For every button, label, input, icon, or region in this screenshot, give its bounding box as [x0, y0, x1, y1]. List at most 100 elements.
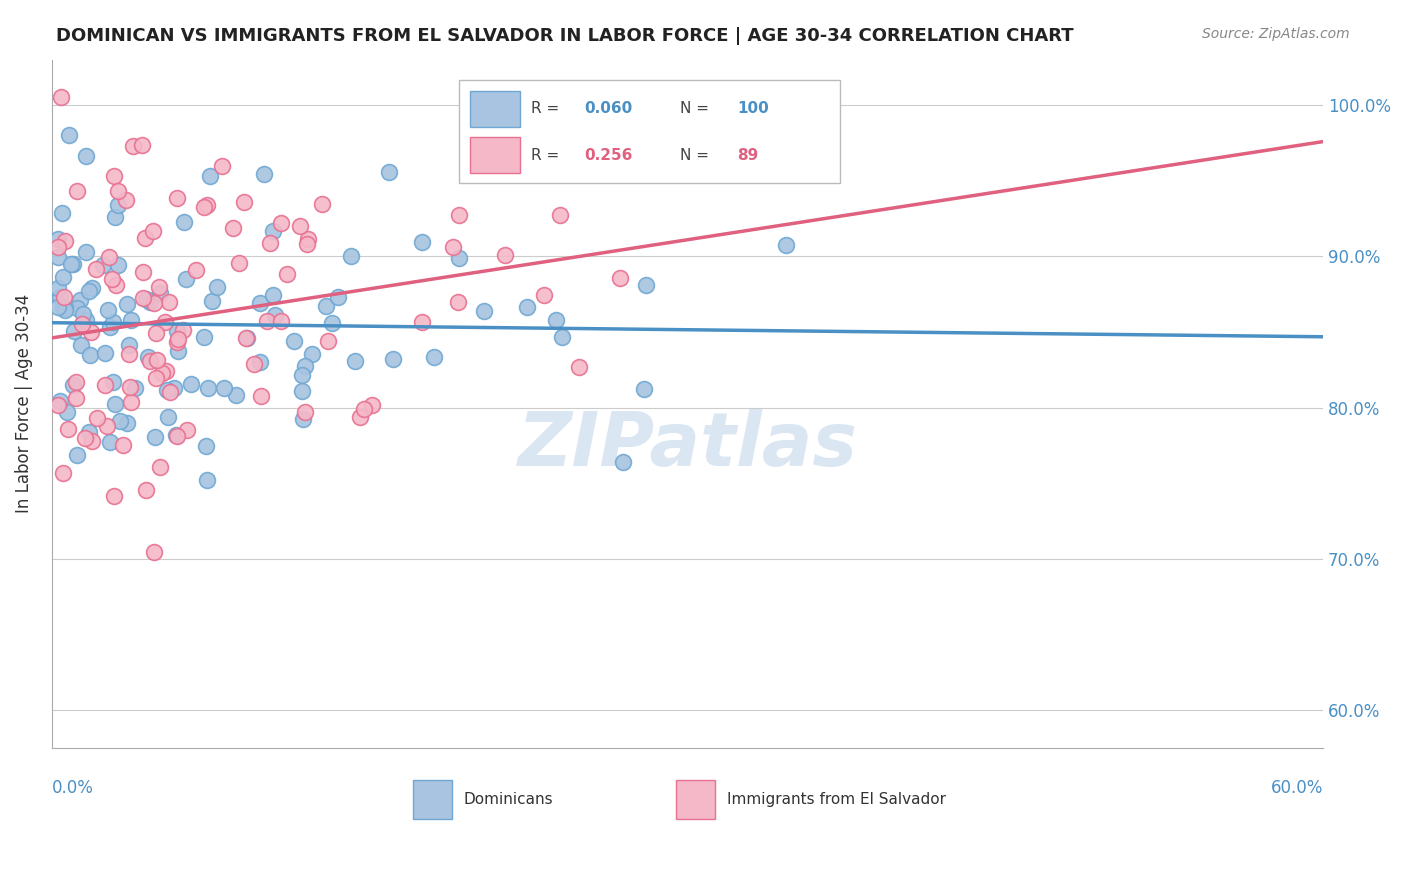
- Point: [120, 395, 142, 409]
- Point: [222, 220, 245, 235]
- Point: [688, 90, 710, 104]
- Point: [291, 384, 314, 399]
- Point: [294, 405, 316, 419]
- Point: [270, 314, 292, 328]
- Point: [53, 301, 76, 316]
- Point: [548, 208, 571, 222]
- Point: [297, 232, 319, 246]
- Point: [633, 382, 655, 396]
- Point: [114, 194, 136, 208]
- Point: [441, 240, 464, 254]
- Text: Source: ZipAtlas.com: Source: ZipAtlas.com: [1202, 27, 1350, 41]
- Point: [360, 398, 382, 412]
- Point: [104, 397, 127, 411]
- Point: [211, 160, 233, 174]
- Point: [84, 261, 107, 276]
- Point: [93, 378, 115, 392]
- Point: [136, 350, 159, 364]
- Point: [135, 483, 157, 497]
- Point: [270, 216, 292, 230]
- Point: [98, 319, 121, 334]
- Point: [108, 413, 131, 427]
- Point: [141, 224, 163, 238]
- Point: [447, 295, 470, 310]
- Point: [291, 411, 314, 425]
- Point: [72, 318, 94, 332]
- Point: [107, 184, 129, 198]
- Point: [262, 288, 284, 302]
- Point: [65, 376, 87, 390]
- Point: [103, 316, 125, 330]
- Point: [66, 184, 89, 198]
- Point: [52, 270, 75, 285]
- Point: [197, 381, 219, 395]
- Point: [381, 352, 404, 367]
- Point: [283, 334, 305, 348]
- Point: [104, 278, 127, 293]
- Point: [120, 313, 142, 327]
- Point: [159, 384, 181, 399]
- Point: [294, 359, 316, 373]
- Point: [53, 234, 76, 248]
- Point: [98, 250, 121, 264]
- Point: [200, 169, 222, 183]
- Point: [301, 347, 323, 361]
- Point: [378, 165, 401, 179]
- Point: [103, 376, 125, 390]
- Point: [48, 394, 70, 409]
- Point: [156, 410, 179, 425]
- Point: [349, 409, 371, 424]
- Point: [118, 347, 141, 361]
- Point: [250, 389, 273, 403]
- Point: [252, 167, 274, 181]
- Point: [115, 417, 138, 431]
- Point: [311, 196, 333, 211]
- Point: [533, 288, 555, 302]
- Point: [166, 335, 188, 350]
- Y-axis label: In Labor Force | Age 30-34: In Labor Force | Age 30-34: [15, 294, 32, 514]
- Point: [91, 259, 114, 273]
- Point: [82, 434, 104, 448]
- Point: [58, 128, 80, 142]
- Point: [145, 326, 167, 340]
- Point: [103, 169, 125, 184]
- Point: [46, 300, 69, 314]
- Point: [49, 90, 72, 104]
- Point: [145, 370, 167, 384]
- Point: [236, 331, 259, 345]
- Point: [139, 295, 162, 310]
- Point: [291, 368, 314, 382]
- Point: [201, 293, 224, 308]
- Point: [233, 195, 256, 210]
- Point: [104, 210, 127, 224]
- Point: [143, 430, 166, 444]
- Point: [62, 377, 84, 392]
- Point: [195, 198, 218, 212]
- Point: [544, 312, 567, 326]
- Point: [315, 299, 337, 313]
- Point: [316, 334, 339, 348]
- Point: [124, 381, 146, 395]
- Point: [153, 315, 176, 329]
- Point: [155, 364, 177, 378]
- Point: [69, 293, 91, 307]
- Point: [134, 231, 156, 245]
- Point: [60, 256, 83, 270]
- Point: [207, 280, 229, 294]
- Point: [120, 380, 142, 394]
- Point: [115, 297, 138, 311]
- Point: [107, 198, 129, 212]
- Point: [77, 284, 100, 298]
- Point: [184, 263, 207, 277]
- Point: [101, 271, 124, 285]
- Point: [328, 290, 350, 304]
- Point: [634, 278, 657, 293]
- Point: [295, 236, 318, 251]
- Point: [86, 410, 108, 425]
- Point: [167, 343, 190, 358]
- Point: [156, 383, 179, 397]
- Point: [46, 240, 69, 254]
- Point: [75, 431, 97, 445]
- Point: [79, 348, 101, 362]
- Point: [166, 428, 188, 442]
